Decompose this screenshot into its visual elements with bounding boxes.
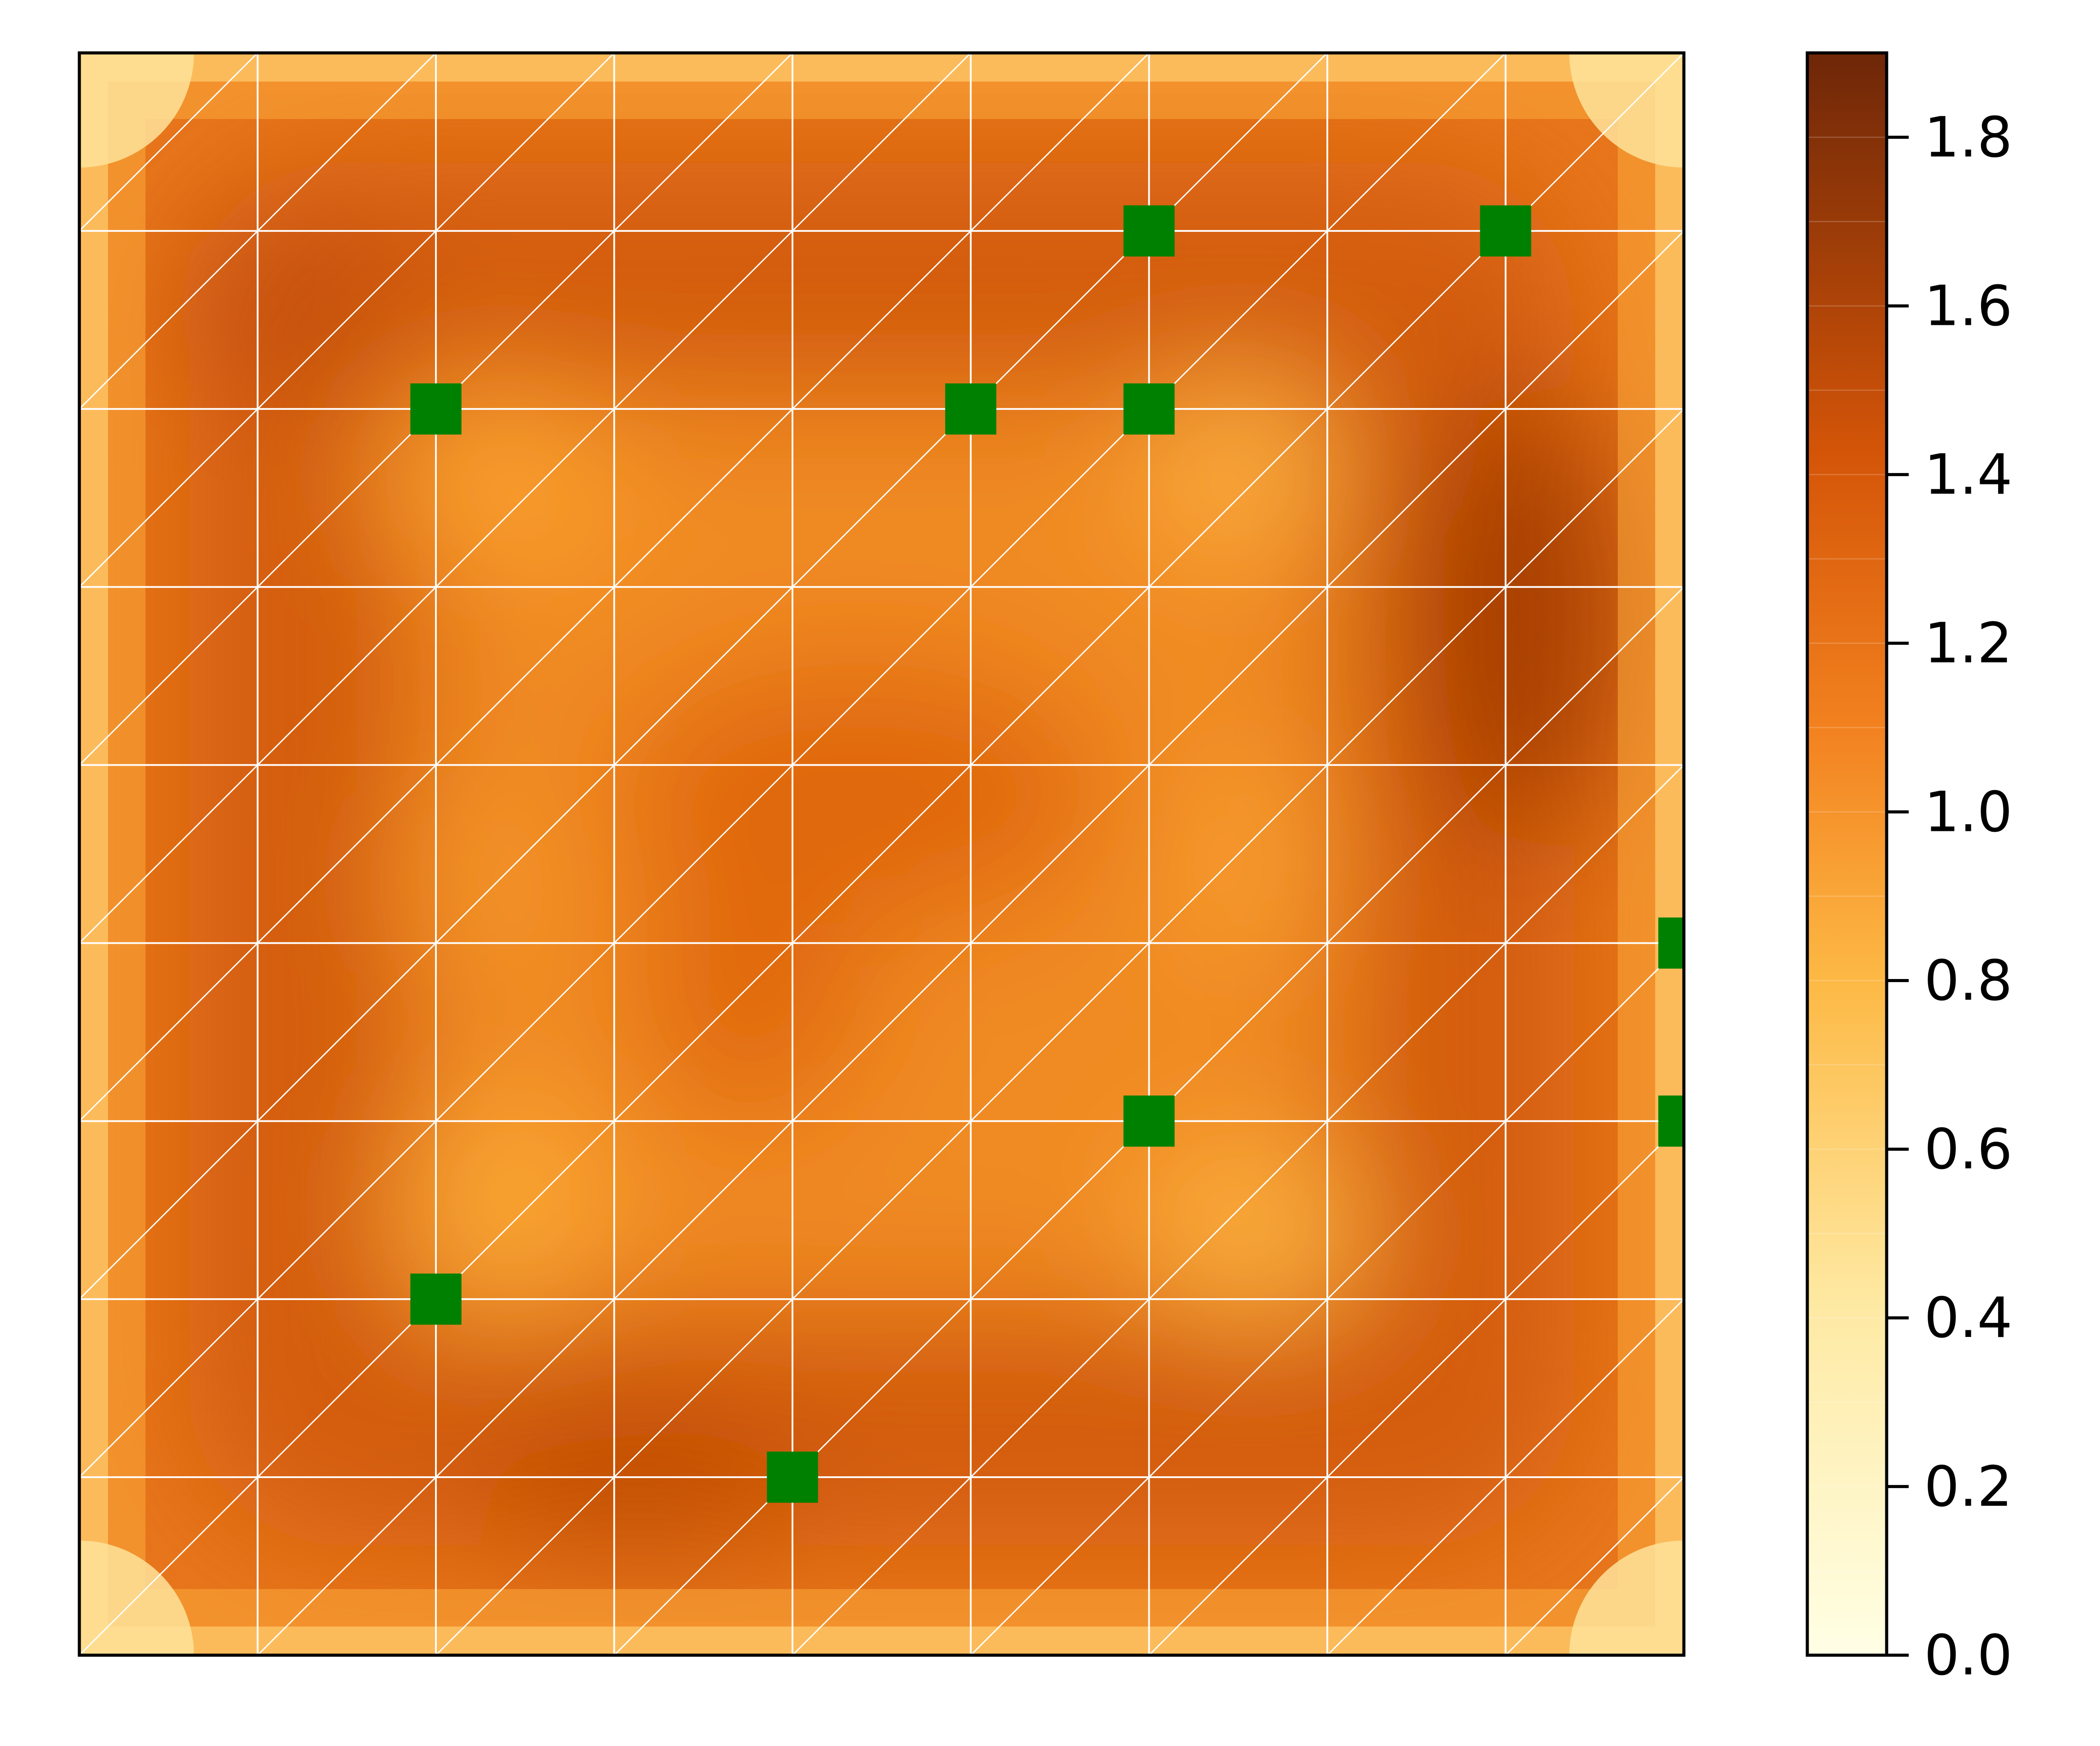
marker-square — [767, 1452, 818, 1503]
colorbar-tick-label: 1.8 — [1924, 105, 2012, 170]
field-valley-4 — [1142, 1146, 1371, 1322]
colorbar-tick-label: 0.0 — [1924, 1623, 2012, 1688]
marker-square — [410, 1273, 462, 1325]
colorbar-tick-label: 1.2 — [1924, 611, 2012, 676]
marker-square — [1658, 1095, 1684, 1147]
colorbar-tick-label: 0.6 — [1924, 1117, 2012, 1182]
plot-frame — [78, 51, 1686, 1657]
field-peak-topleft — [172, 207, 401, 410]
marker-square — [1480, 205, 1531, 257]
mesh-diagonal-line — [1327, 1299, 1684, 1655]
field-valley-5 — [1190, 758, 1322, 961]
colorbar-bands — [1807, 136, 1887, 1572]
colorbar-tick-label: 1.4 — [1924, 442, 2012, 507]
marker-layer — [410, 205, 1684, 1503]
mesh-diagonal-line — [79, 53, 1684, 1655]
mesh-diagonal-line — [79, 53, 258, 231]
field-peak-center — [613, 661, 1106, 926]
field-peak-right — [1415, 388, 1627, 846]
marker-square — [1123, 383, 1175, 435]
field-valley-1 — [370, 383, 617, 560]
field-corner-tl — [79, 53, 194, 168]
field-corner-br — [1569, 1541, 1684, 1655]
mesh-diagonal-line — [79, 53, 1150, 1122]
marker-square — [1123, 1095, 1175, 1147]
colorbar-ticks: 0.0 0.2 0.4 0.6 0.8 1.0 1.2 1.4 1.6 1.8 — [1887, 105, 2012, 1688]
mesh-diagonal-line — [79, 53, 972, 944]
mesh-diagonal-line — [79, 53, 615, 588]
colorbar-tick-label: 1.0 — [1924, 779, 2012, 844]
field-valley-6 — [397, 793, 529, 970]
contour-field — [79, 53, 1684, 1655]
marker-square — [945, 383, 997, 435]
field-peak-center-low — [639, 860, 860, 1124]
marker-square — [1123, 205, 1175, 257]
marker-square — [410, 383, 462, 435]
mesh-diagonal-line — [1505, 1477, 1684, 1655]
mesh-diagonal-line — [1148, 1121, 1684, 1655]
colorbar-tick-label: 0.8 — [1924, 948, 2012, 1013]
mesh-diagonal-line — [970, 942, 1684, 1655]
mesh-diagonal-line — [257, 230, 1684, 1655]
marker-square — [1658, 917, 1684, 969]
colorbar-frame — [1806, 51, 1888, 1657]
colorbar-tick-label: 0.2 — [1924, 1454, 2012, 1519]
colorbar-tick-label: 1.6 — [1924, 273, 2012, 338]
mesh-diagonal-line — [792, 764, 1684, 1655]
mesh-diagonal-line — [79, 53, 1506, 1478]
colorbar-fill — [1807, 53, 1887, 1655]
mesh-diagonal-line — [435, 408, 1684, 1655]
mesh-diagonal-line — [79, 53, 1328, 1300]
field-peak-bottom — [480, 1419, 798, 1552]
triangular-mesh — [79, 53, 1684, 1655]
plot-area — [78, 51, 1686, 1657]
field-valley-2 — [1142, 375, 1344, 551]
colorbar-tick-label: 0.4 — [1924, 1285, 2012, 1350]
colorbar: 0.0 0.2 0.4 0.6 0.8 1.0 1.2 1.4 1.6 1.8 — [1806, 51, 2012, 1688]
field-valley-3 — [392, 1098, 604, 1327]
mesh-diagonal-line — [79, 53, 436, 410]
